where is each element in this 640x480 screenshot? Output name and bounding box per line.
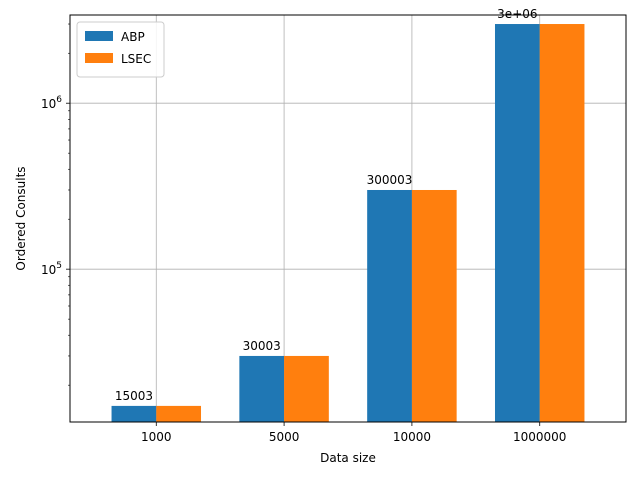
- y-tick-label: 105: [41, 261, 62, 277]
- x-tick-label: 5000: [269, 430, 300, 444]
- legend-label-abp: ABP: [121, 30, 145, 44]
- ticks: 1000 5000 10000 1000000 105 106: [41, 95, 566, 444]
- bar-lsec: [284, 355, 329, 422]
- x-axis-label: Data size: [320, 451, 376, 465]
- legend: ABP LSEC: [76, 21, 165, 78]
- x-tick-label: 1000: [141, 430, 172, 444]
- bar-abp: [239, 355, 285, 422]
- bar-value-label: 300003: [367, 173, 413, 187]
- bar-value-label: 30003: [243, 339, 281, 353]
- legend-swatch-lsec: [85, 53, 113, 63]
- bar-value-label: 3e+06: [497, 7, 537, 21]
- bar-lsec: [156, 405, 202, 422]
- bars: [111, 24, 585, 423]
- bar-value-label: 15003: [115, 389, 153, 403]
- bar-abp: [111, 405, 157, 422]
- bar-abp: [367, 189, 412, 422]
- y-tick-label: 106: [41, 95, 62, 111]
- bar-value-labels: 15003 30003 300003 3e+06: [115, 7, 538, 403]
- plot-frame: [69, 14, 627, 423]
- legend-label-lsec: LSEC: [121, 52, 151, 66]
- y-axis-label: Ordered Consults: [14, 166, 28, 270]
- x-tick-label: 1000000: [513, 430, 566, 444]
- x-tick-label: 10000: [393, 430, 431, 444]
- bar-lsec: [539, 24, 585, 423]
- bar-abp: [494, 24, 540, 423]
- bar-lsec: [411, 189, 457, 422]
- legend-swatch-abp: [85, 31, 113, 41]
